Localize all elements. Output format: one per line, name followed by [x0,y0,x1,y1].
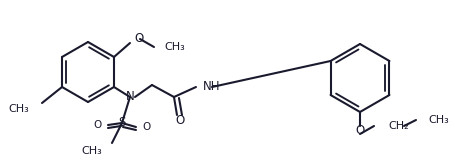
Text: CH₃: CH₃ [8,104,29,114]
Text: O: O [134,32,143,45]
Text: O: O [175,114,185,127]
Text: NH: NH [203,80,221,92]
Text: CH₃: CH₃ [164,42,185,52]
Text: CH₃: CH₃ [428,115,449,125]
Text: CH₂: CH₂ [388,121,409,131]
Text: CH₃: CH₃ [81,146,102,156]
Text: O: O [142,122,150,132]
Text: S: S [118,116,126,130]
Text: N: N [126,91,134,103]
Text: O: O [94,120,102,130]
Text: O: O [355,123,364,136]
